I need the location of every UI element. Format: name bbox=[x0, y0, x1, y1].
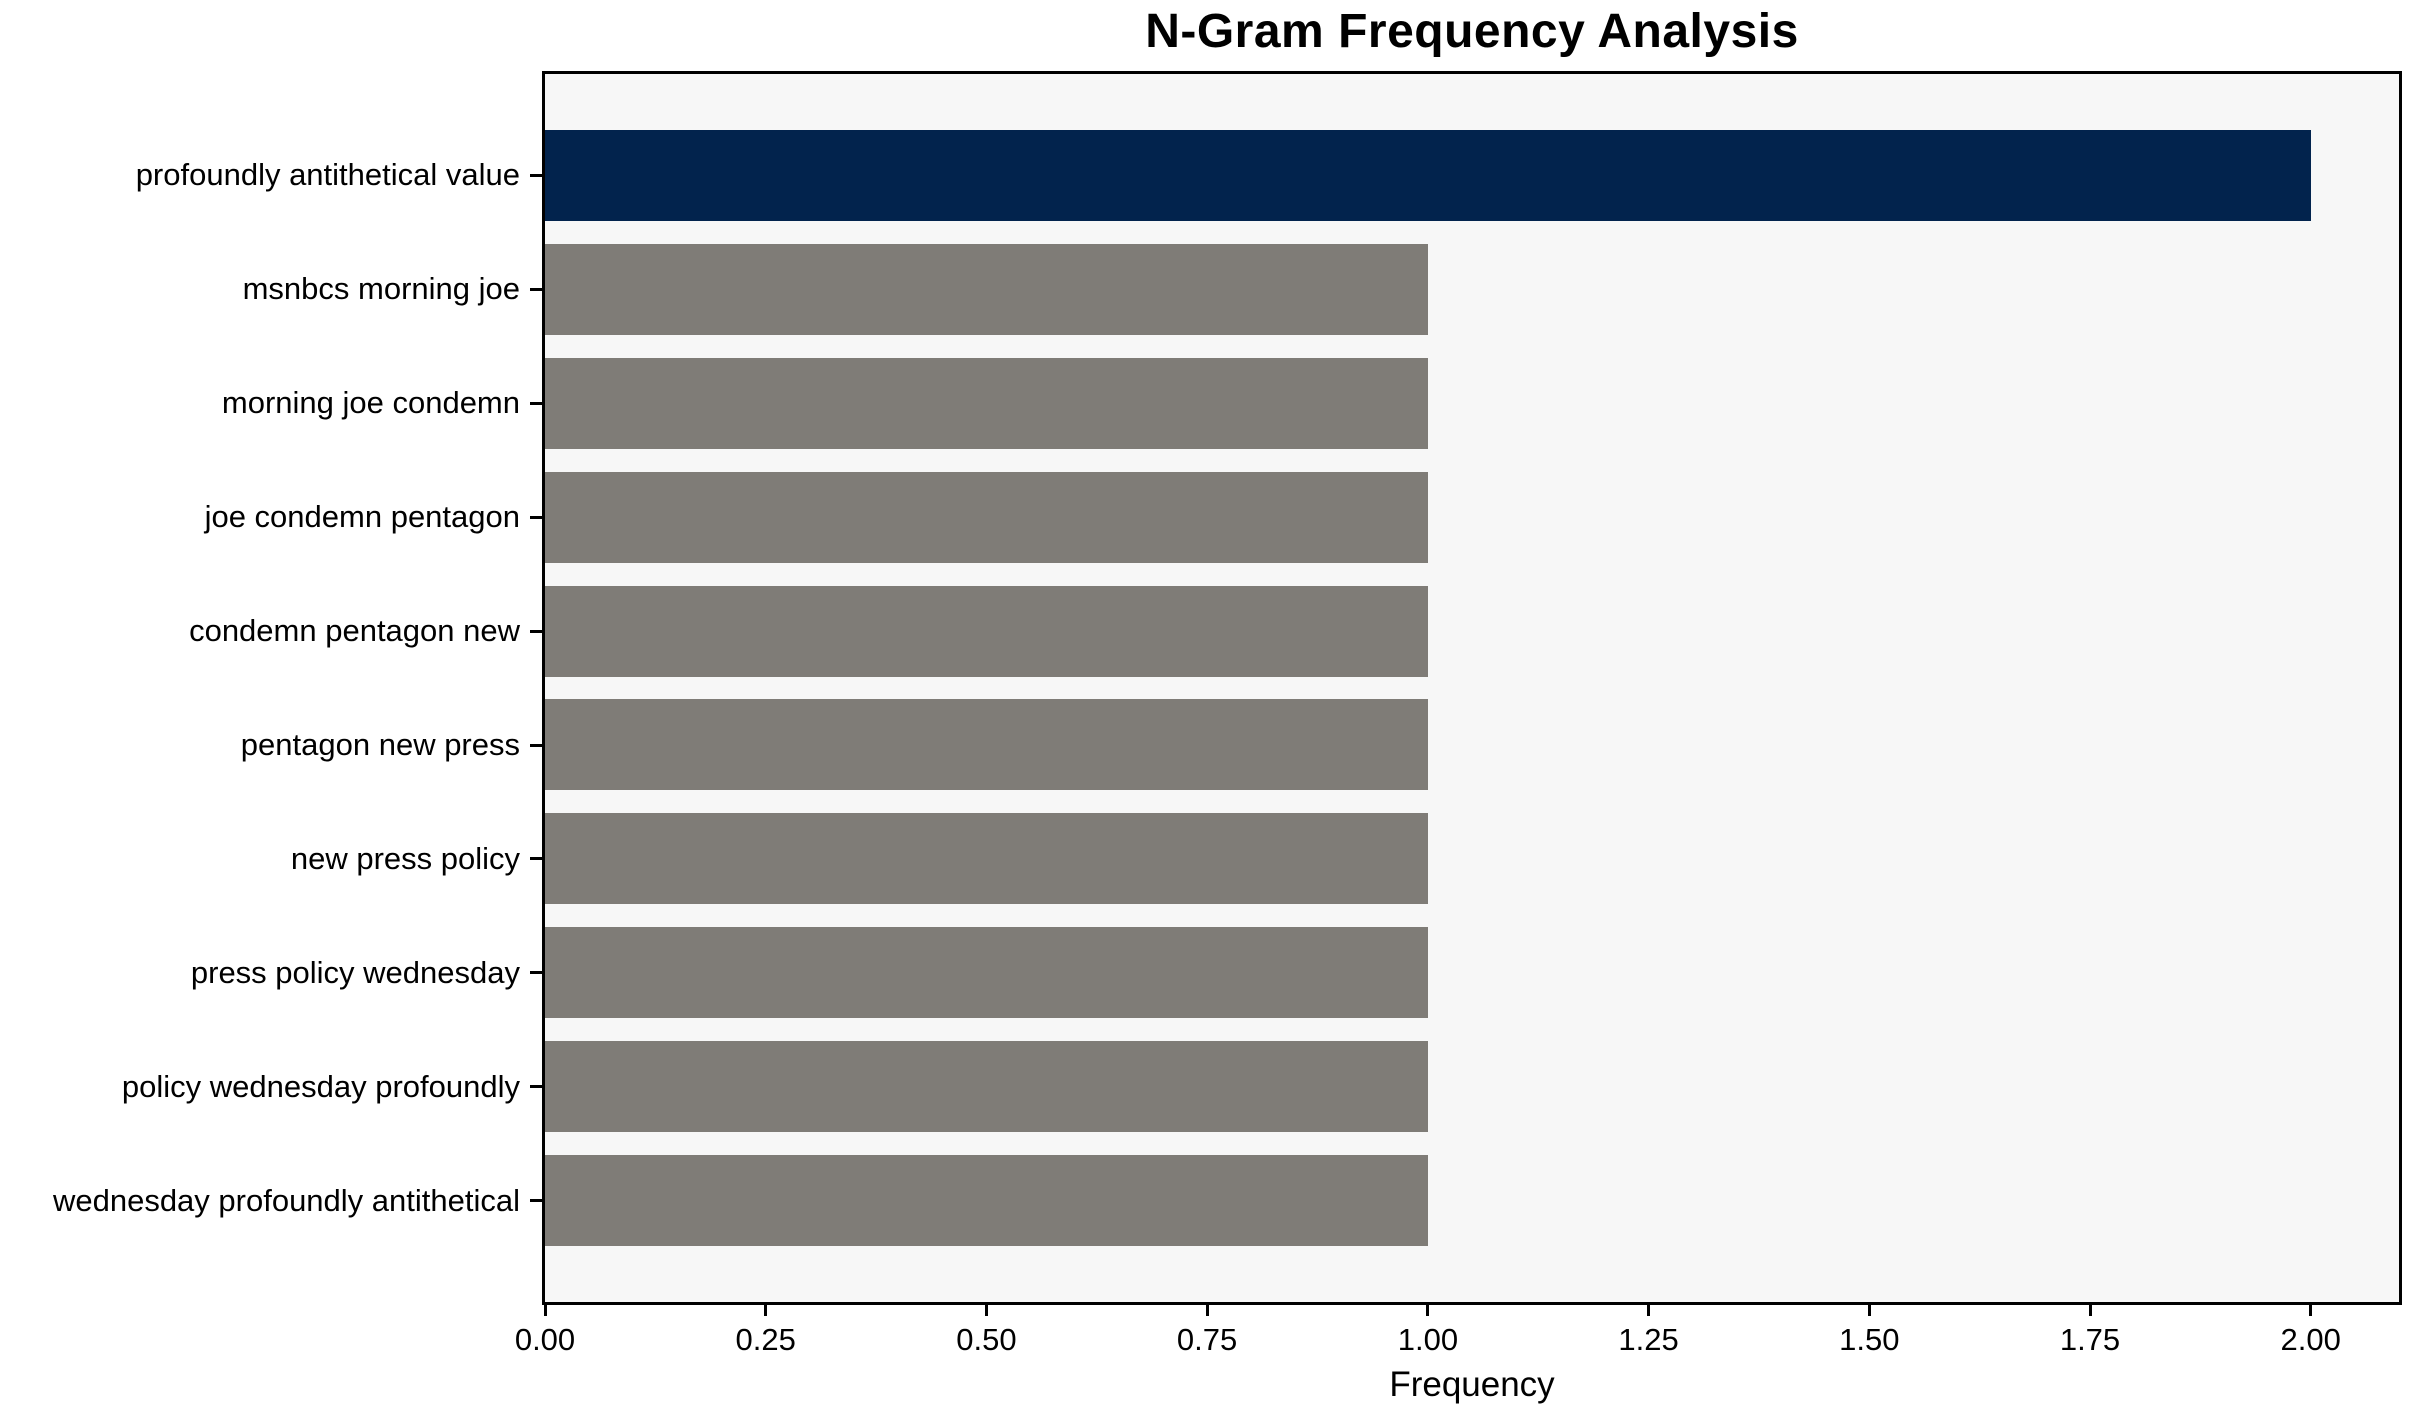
bar bbox=[545, 927, 1428, 1019]
x-axis-title: Frequency bbox=[1389, 1365, 1555, 1404]
x-tick-mark bbox=[2309, 1305, 2313, 1316]
x-tick-label: 1.50 bbox=[1839, 1322, 1900, 1357]
chart-title: N-Gram Frequency Analysis bbox=[1145, 5, 1799, 58]
x-tick-mark bbox=[2088, 1305, 2092, 1316]
x-tick-label: 2.00 bbox=[2280, 1322, 2341, 1357]
bar bbox=[545, 699, 1428, 791]
bar bbox=[545, 813, 1428, 905]
x-tick-label: 1.75 bbox=[2059, 1322, 2121, 1357]
x-tick-label: 0.75 bbox=[1176, 1322, 1238, 1357]
y-tick-mark bbox=[530, 857, 542, 861]
y-tick-mark bbox=[530, 971, 542, 975]
y-tick-label: profoundly antithetical value bbox=[135, 157, 520, 193]
x-tick-label: 0.50 bbox=[956, 1322, 1017, 1357]
x-tick-label: 1.25 bbox=[1618, 1322, 1679, 1357]
y-tick-label: press policy wednesday bbox=[190, 954, 520, 990]
bar bbox=[545, 1041, 1428, 1133]
y-tick-mark bbox=[530, 173, 542, 177]
y-tick-mark bbox=[530, 743, 542, 747]
y-tick-mark bbox=[530, 401, 542, 405]
y-tick-mark bbox=[530, 1199, 542, 1203]
y-tick-mark bbox=[530, 287, 542, 291]
y-tick-label: morning joe condemn bbox=[221, 385, 520, 421]
bar bbox=[545, 585, 1428, 677]
y-tick-label: pentagon new press bbox=[240, 727, 520, 762]
y-tick-label: wednesday profoundly antithetical bbox=[52, 1182, 520, 1218]
x-tick-mark bbox=[543, 1305, 547, 1316]
y-tick-label: joe condemn pentagon bbox=[204, 499, 520, 535]
bar bbox=[545, 357, 1428, 449]
x-tick-mark bbox=[1426, 1305, 1430, 1316]
bar bbox=[545, 1155, 1428, 1247]
bar bbox=[545, 471, 1428, 563]
y-tick-label: condemn pentagon new bbox=[189, 613, 520, 648]
x-tick-label: 0.00 bbox=[514, 1322, 576, 1357]
x-tick-mark bbox=[984, 1305, 988, 1316]
x-tick-label: 1.00 bbox=[1397, 1322, 1459, 1357]
y-tick-label: new press policy bbox=[290, 840, 520, 876]
bar bbox=[545, 243, 1428, 335]
plot-area bbox=[530, 71, 2402, 1316]
y-tick-mark bbox=[530, 1085, 542, 1089]
y-tick-label: msnbcs morning joe bbox=[242, 271, 520, 307]
bar bbox=[545, 129, 2311, 221]
y-tick-mark bbox=[530, 515, 542, 519]
x-tick-mark bbox=[1867, 1305, 1871, 1316]
y-tick-mark bbox=[530, 629, 542, 633]
x-tick-mark bbox=[1205, 1305, 1209, 1316]
x-tick-mark bbox=[764, 1305, 768, 1316]
y-tick-label: policy wednesday profoundly bbox=[121, 1068, 520, 1104]
x-tick-label: 0.25 bbox=[735, 1322, 796, 1357]
x-tick-mark bbox=[1647, 1305, 1651, 1316]
